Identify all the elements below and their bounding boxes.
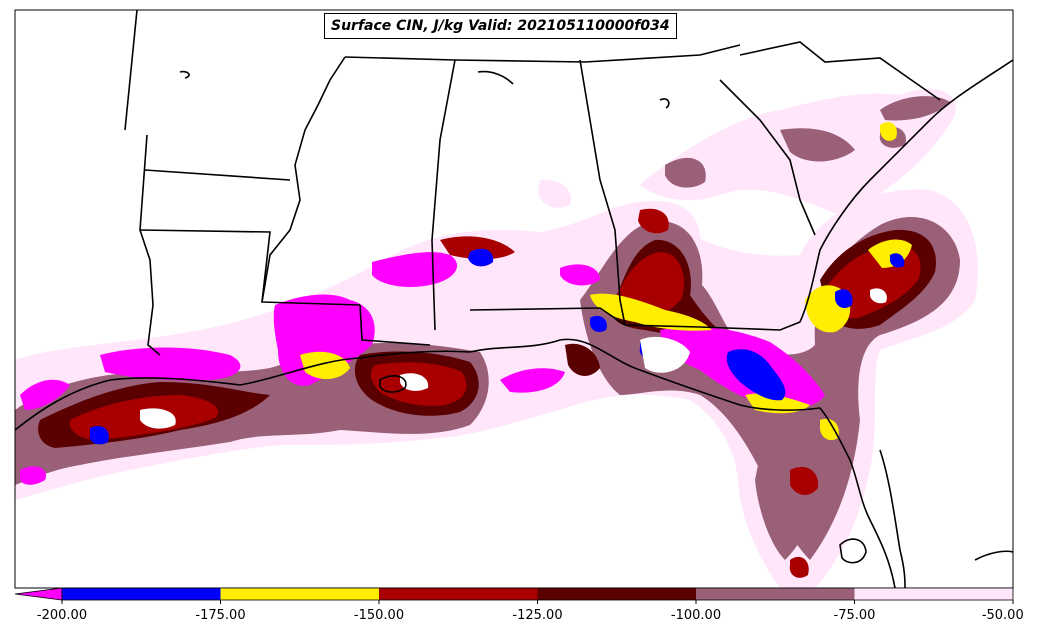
ms-al-border (431, 59, 456, 331)
tx-la-border (139, 134, 161, 356)
colorbar-extend-min (14, 587, 63, 601)
lake-okeechobee (839, 538, 867, 564)
al-ga-border (579, 59, 626, 326)
colorbar-tick-label: -50.00 (981, 608, 1024, 623)
ga-fl-border (624, 321, 801, 331)
colorbar-tick-label: -175.00 (195, 608, 246, 623)
ms-tn-border (344, 56, 586, 63)
colorbar-tick-label: -150.00 (353, 608, 405, 623)
ga-lake (659, 98, 670, 109)
cin-field (15, 88, 978, 588)
ga-sc-border (719, 79, 816, 236)
gulf-coastline (15, 338, 896, 588)
colorbar-bin-2 (379, 588, 538, 600)
al-fl-border (469, 307, 626, 326)
fl-east-coast (879, 449, 906, 588)
colorbar-tick-label: -200.00 (36, 608, 88, 623)
cin-field-holes (140, 288, 887, 429)
bahamas-shore (974, 550, 1013, 561)
ar-ms-river (261, 56, 346, 303)
tn-lake (477, 70, 514, 85)
colorbar-tick-label: -75.00 (833, 608, 876, 623)
ok-lake (179, 70, 190, 79)
colorbar-bin-3 (537, 588, 696, 600)
map-title: Surface CIN, J/kg Valid: 202105110000f03… (324, 13, 677, 39)
lake-pontchartrain (379, 375, 407, 393)
ok-ar-north-border (144, 169, 291, 181)
tx-ok-ar-line (124, 10, 138, 131)
boundaries (15, 10, 1013, 588)
atlantic-coastline (799, 59, 1013, 323)
colorbar-bin-4 (696, 588, 855, 600)
colorbar-bin-1 (220, 588, 379, 600)
la-ms-border (359, 304, 431, 346)
colorbar (14, 587, 1014, 604)
ar-la-border (139, 229, 361, 306)
sc-nc-border (739, 41, 941, 101)
colorbar-tick-label: -100.00 (670, 608, 722, 623)
colorbar-bin-0 (62, 588, 221, 600)
colorbar-tick-label: -125.00 (512, 608, 563, 623)
colorbar-bin-5 (854, 588, 1013, 600)
tn-nc-border (584, 44, 741, 63)
